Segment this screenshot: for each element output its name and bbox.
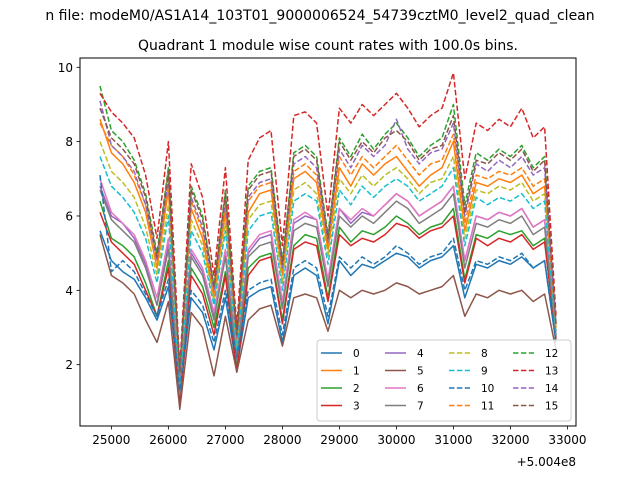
legend-label-13: 13 bbox=[545, 366, 558, 378]
figure-suptitle: n file: modeM0/AS1A14_103T01_9000006524_… bbox=[45, 8, 594, 24]
legend-label-9: 9 bbox=[481, 366, 488, 378]
y-tick-label: 2 bbox=[65, 358, 73, 372]
series-line-15 bbox=[99, 107, 557, 373]
x-tick-label: 30000 bbox=[377, 433, 415, 447]
x-tick-label: 26000 bbox=[149, 433, 187, 447]
axes-frame bbox=[79, 57, 577, 427]
x-axis-offset-label: +5.004e8 bbox=[517, 455, 576, 469]
chart-title: Quadrant 1 module wise count rates with … bbox=[138, 38, 518, 54]
legend-label-14: 14 bbox=[545, 383, 559, 395]
legend-label-11: 11 bbox=[481, 401, 494, 413]
series-line-13 bbox=[99, 72, 557, 370]
legend-label-0: 0 bbox=[353, 348, 360, 360]
x-tick-label: 28000 bbox=[263, 433, 301, 447]
legend-label-7: 7 bbox=[417, 401, 424, 413]
x-tick-label: 31000 bbox=[434, 433, 472, 447]
x-tick-label: 29000 bbox=[320, 433, 358, 447]
series-line-3 bbox=[99, 212, 557, 407]
legend-label-1: 1 bbox=[353, 366, 360, 378]
legend-label-3: 3 bbox=[353, 401, 360, 413]
y-tick-label: 10 bbox=[58, 61, 73, 75]
series-line-7 bbox=[99, 189, 557, 396]
legend-label-15: 15 bbox=[545, 401, 558, 413]
legend-label-6: 6 bbox=[417, 383, 424, 395]
legend-label-2: 2 bbox=[353, 383, 360, 395]
legend-label-4: 4 bbox=[417, 348, 424, 360]
x-tick-label: 32000 bbox=[491, 433, 529, 447]
x-axis: 25000 26000 27000 28000 29000 30000 31000 32000… bbox=[92, 426, 587, 447]
y-tick-label: 6 bbox=[65, 209, 73, 223]
series-layer bbox=[99, 72, 557, 411]
series-line-10 bbox=[99, 175, 557, 392]
legend-box bbox=[316, 339, 572, 422]
y-tick-label: 8 bbox=[65, 135, 73, 149]
y-tick-label: 4 bbox=[65, 284, 73, 298]
y-axis: 2 4 6 8 10 bbox=[58, 61, 80, 372]
legend-label-12: 12 bbox=[545, 348, 558, 360]
legend-label-10: 10 bbox=[481, 383, 494, 395]
x-tick-label: 25000 bbox=[92, 433, 130, 447]
x-tick-label: 27000 bbox=[206, 433, 244, 447]
legend-label-8: 8 bbox=[481, 348, 488, 360]
legend-label-5: 5 bbox=[417, 366, 424, 378]
series-line-9 bbox=[99, 156, 557, 388]
series-line-5 bbox=[99, 234, 557, 411]
x-tick-label: 33000 bbox=[548, 433, 586, 447]
